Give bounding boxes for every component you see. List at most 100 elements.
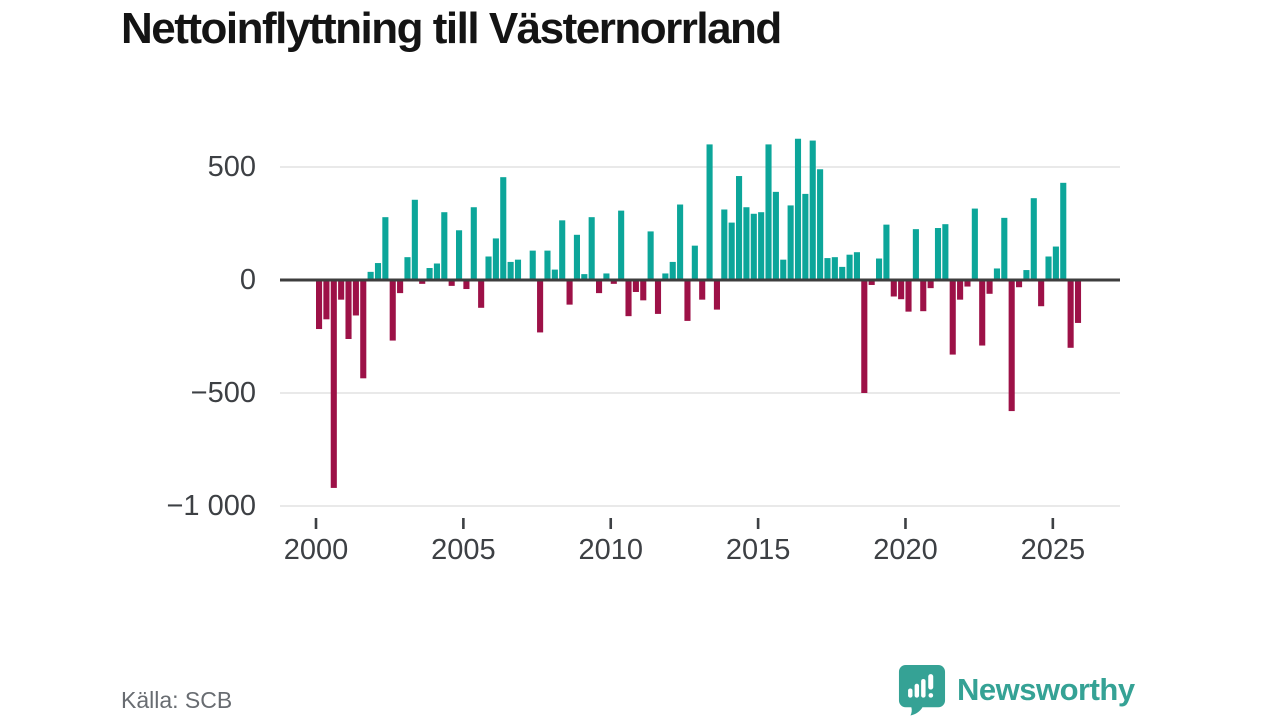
bar-2022Q1 (964, 280, 971, 287)
bar-2011Q2 (647, 231, 654, 280)
bar-2003Q3 (419, 280, 426, 284)
brand-wordmark: Newsworthy (957, 672, 1135, 707)
bar-2020Q1 (905, 280, 912, 312)
bar-2002Q3 (389, 280, 396, 341)
bar-2023Q2 (1001, 217, 1008, 280)
bar-2016Q3 (802, 193, 809, 280)
bar-2005Q3 (478, 280, 485, 308)
bar-2013Q2 (706, 144, 713, 280)
source-note: Källa: SCB (121, 687, 233, 713)
x-tick-label-2010: 2010 (578, 534, 643, 566)
bar-2002Q2 (382, 217, 389, 280)
bar-2004Q4 (456, 230, 463, 280)
bar-2017Q4 (839, 266, 846, 280)
bar-2006Q3 (507, 261, 514, 280)
bar-2022Q3 (979, 280, 986, 346)
bar-2019Q2 (883, 224, 890, 280)
bar-2023Q4 (1016, 280, 1023, 288)
bar-2010Q2 (618, 210, 625, 280)
bar-2001Q3 (360, 280, 367, 379)
bar-2017Q1 (817, 169, 824, 280)
bar-2018Q4 (868, 280, 875, 285)
bar-2004Q2 (441, 212, 448, 280)
bar-2003Q2 (411, 199, 418, 280)
bar-2003Q1 (404, 257, 411, 280)
bar-2020Q3 (920, 280, 927, 312)
bar-2014Q1 (728, 222, 735, 280)
bar-2025Q1 (1052, 246, 1059, 280)
bar-2025Q3 (1067, 280, 1074, 348)
y-tick-label-500: 500 (207, 151, 256, 183)
bar-2020Q4 (927, 280, 934, 289)
brand-logo: Newsworthy (898, 664, 1135, 716)
y-tick-label--1000: −1 000 (166, 490, 256, 522)
bar-2023Q1 (993, 268, 1000, 280)
bar-2000Q1 (316, 280, 323, 330)
bar-2008Q2 (559, 220, 566, 280)
bar-2020Q2 (912, 229, 919, 280)
bar-2008Q4 (573, 234, 580, 280)
bar-2001Q2 (352, 280, 359, 316)
bar-2009Q2 (588, 217, 595, 280)
bar-2013Q3 (713, 280, 720, 310)
bar-2016Q2 (794, 138, 802, 280)
bar-2025Q4 (1074, 280, 1082, 323)
bar-2009Q4 (603, 273, 610, 280)
bar-2024Q1 (1023, 270, 1030, 280)
bar-2013Q4 (721, 209, 728, 280)
bar-2010Q4 (632, 280, 639, 292)
gridlines (280, 166, 1120, 507)
bar-2013Q1 (699, 280, 706, 300)
x-tick-label-2020: 2020 (873, 534, 938, 566)
bar-2014Q2 (736, 176, 743, 280)
x-axis-ticks (314, 518, 1055, 529)
bar-2002Q1 (374, 263, 382, 280)
bar-2021Q1 (934, 228, 942, 280)
bar-2011Q4 (662, 273, 669, 280)
bar-2019Q3 (890, 280, 897, 297)
bar-2010Q1 (610, 280, 617, 284)
bar-2017Q3 (831, 257, 838, 280)
bar-2004Q1 (433, 263, 440, 280)
bar-2024Q2 (1030, 198, 1037, 280)
bar-2006Q1 (492, 238, 499, 280)
bar-2021Q2 (942, 224, 949, 280)
bar-2007Q4 (544, 250, 551, 280)
bar-2022Q2 (971, 208, 978, 280)
bar-2015Q4 (780, 259, 787, 280)
bar-2014Q3 (743, 207, 750, 280)
bar-2008Q1 (551, 269, 558, 280)
bar-2012Q4 (691, 245, 698, 280)
newsworthy-badge-bar-chart-exclamation-icon (898, 665, 946, 716)
bar-2022Q4 (986, 280, 993, 294)
bar-2012Q3 (684, 280, 691, 321)
bar-2021Q4 (957, 280, 964, 300)
bar-2018Q2 (853, 252, 860, 280)
bars (316, 138, 1082, 488)
bar-2008Q3 (566, 280, 573, 305)
y-tick-label-0: 0 (239, 264, 256, 296)
bar-2001Q4 (367, 271, 374, 280)
bar-2000Q2 (323, 280, 330, 320)
bar-2018Q1 (846, 254, 853, 280)
bar-2015Q3 (772, 191, 779, 280)
bar-2007Q2 (529, 250, 536, 280)
bar-2005Q2 (470, 207, 477, 280)
bar-2002Q4 (397, 280, 404, 294)
bar-2007Q3 (537, 280, 544, 333)
bar-2024Q4 (1045, 256, 1052, 280)
bar-2021Q3 (949, 280, 956, 355)
bar-2015Q2 (765, 144, 772, 280)
bar-2015Q1 (758, 212, 765, 280)
bar-2005Q1 (463, 280, 470, 290)
bar-2016Q4 (809, 140, 816, 280)
page-title: Nettoinflyttning till Västernorrland (121, 4, 782, 53)
bar-2016Q1 (787, 205, 794, 280)
bar-2000Q4 (338, 280, 345, 300)
bar-2005Q4 (485, 256, 492, 280)
x-tick-label-2015: 2015 (725, 534, 791, 566)
bar-2024Q3 (1038, 280, 1045, 307)
bar-2011Q3 (654, 280, 662, 314)
bar-2019Q4 (898, 280, 905, 300)
